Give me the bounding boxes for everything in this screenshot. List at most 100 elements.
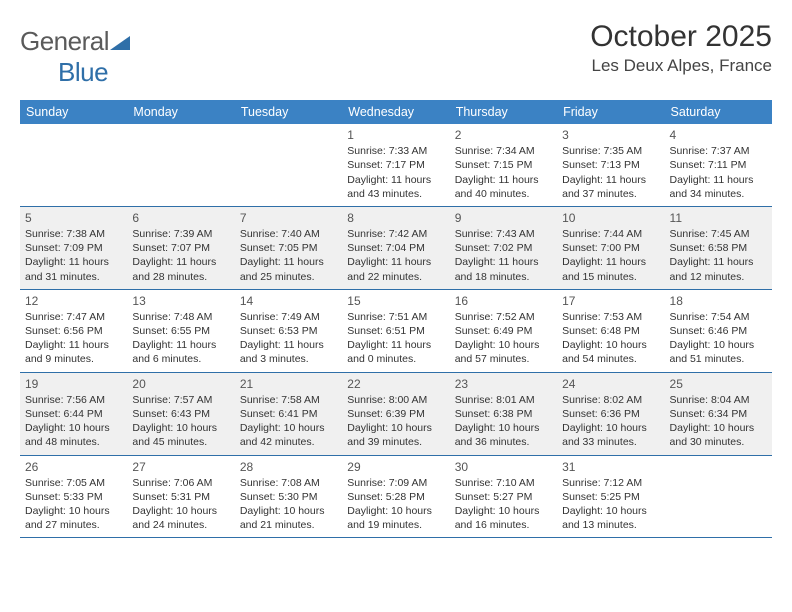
sunrise-line: Sunrise: 7:37 AM <box>670 144 767 158</box>
calendar-day-cell: 12Sunrise: 7:47 AMSunset: 6:56 PMDayligh… <box>20 289 127 372</box>
calendar-day-cell: 26Sunrise: 7:05 AMSunset: 5:33 PMDayligh… <box>20 455 127 538</box>
brand-logo: GeneralBlue <box>20 20 130 88</box>
daylight-line: Daylight: 10 hours and 21 minutes. <box>240 504 337 532</box>
calendar-day-cell: 11Sunrise: 7:45 AMSunset: 6:58 PMDayligh… <box>665 206 772 289</box>
sunrise-line: Sunrise: 7:35 AM <box>562 144 659 158</box>
calendar-day-cell: 10Sunrise: 7:44 AMSunset: 7:00 PMDayligh… <box>557 206 664 289</box>
sunset-line: Sunset: 6:44 PM <box>25 407 122 421</box>
calendar-day-cell: 15Sunrise: 7:51 AMSunset: 6:51 PMDayligh… <box>342 289 449 372</box>
calendar-empty-cell <box>665 455 772 538</box>
daylight-line: Daylight: 11 hours and 3 minutes. <box>240 338 337 366</box>
daylight-line: Daylight: 11 hours and 37 minutes. <box>562 173 659 201</box>
calendar-day-cell: 23Sunrise: 8:01 AMSunset: 6:38 PMDayligh… <box>450 372 557 455</box>
day-number: 1 <box>347 127 444 143</box>
sunset-line: Sunset: 7:09 PM <box>25 241 122 255</box>
day-header: Wednesday <box>342 100 449 124</box>
daylight-line: Daylight: 10 hours and 16 minutes. <box>455 504 552 532</box>
calendar-day-cell: 2Sunrise: 7:34 AMSunset: 7:15 PMDaylight… <box>450 124 557 206</box>
sunrise-line: Sunrise: 7:10 AM <box>455 476 552 490</box>
sunset-line: Sunset: 6:55 PM <box>132 324 229 338</box>
calendar-day-cell: 4Sunrise: 7:37 AMSunset: 7:11 PMDaylight… <box>665 124 772 206</box>
daylight-line: Daylight: 11 hours and 43 minutes. <box>347 173 444 201</box>
page-header: GeneralBlue October 2025 Les Deux Alpes,… <box>20 20 772 88</box>
day-number: 29 <box>347 459 444 475</box>
day-number: 15 <box>347 293 444 309</box>
sunset-line: Sunset: 5:27 PM <box>455 490 552 504</box>
daylight-line: Daylight: 10 hours and 33 minutes. <box>562 421 659 449</box>
calendar-week-row: 26Sunrise: 7:05 AMSunset: 5:33 PMDayligh… <box>20 455 772 538</box>
calendar-day-cell: 21Sunrise: 7:58 AMSunset: 6:41 PMDayligh… <box>235 372 342 455</box>
sunrise-line: Sunrise: 7:38 AM <box>25 227 122 241</box>
sunset-line: Sunset: 7:04 PM <box>347 241 444 255</box>
day-number: 7 <box>240 210 337 226</box>
calendar-day-cell: 5Sunrise: 7:38 AMSunset: 7:09 PMDaylight… <box>20 206 127 289</box>
calendar-day-cell: 24Sunrise: 8:02 AMSunset: 6:36 PMDayligh… <box>557 372 664 455</box>
daylight-line: Daylight: 11 hours and 0 minutes. <box>347 338 444 366</box>
day-number: 25 <box>670 376 767 392</box>
calendar-day-cell: 8Sunrise: 7:42 AMSunset: 7:04 PMDaylight… <box>342 206 449 289</box>
calendar-day-cell: 29Sunrise: 7:09 AMSunset: 5:28 PMDayligh… <box>342 455 449 538</box>
daylight-line: Daylight: 10 hours and 45 minutes. <box>132 421 229 449</box>
sunrise-line: Sunrise: 7:09 AM <box>347 476 444 490</box>
day-number: 18 <box>670 293 767 309</box>
day-number: 28 <box>240 459 337 475</box>
day-number: 23 <box>455 376 552 392</box>
daylight-line: Daylight: 11 hours and 15 minutes. <box>562 255 659 283</box>
day-number: 8 <box>347 210 444 226</box>
day-number: 6 <box>132 210 229 226</box>
day-number: 30 <box>455 459 552 475</box>
sunset-line: Sunset: 6:49 PM <box>455 324 552 338</box>
calendar-week-row: 19Sunrise: 7:56 AMSunset: 6:44 PMDayligh… <box>20 372 772 455</box>
logo-text-dark: General <box>20 26 109 56</box>
sunrise-line: Sunrise: 7:33 AM <box>347 144 444 158</box>
sunset-line: Sunset: 7:17 PM <box>347 158 444 172</box>
sunset-line: Sunset: 7:11 PM <box>670 158 767 172</box>
sunrise-line: Sunrise: 7:48 AM <box>132 310 229 324</box>
day-number: 11 <box>670 210 767 226</box>
calendar-day-cell: 1Sunrise: 7:33 AMSunset: 7:17 PMDaylight… <box>342 124 449 206</box>
daylight-line: Daylight: 10 hours and 42 minutes. <box>240 421 337 449</box>
sunset-line: Sunset: 7:00 PM <box>562 241 659 255</box>
sunrise-line: Sunrise: 7:57 AM <box>132 393 229 407</box>
calendar-day-cell: 28Sunrise: 7:08 AMSunset: 5:30 PMDayligh… <box>235 455 342 538</box>
calendar-day-cell: 31Sunrise: 7:12 AMSunset: 5:25 PMDayligh… <box>557 455 664 538</box>
calendar-empty-cell <box>235 124 342 206</box>
day-header: Friday <box>557 100 664 124</box>
sunset-line: Sunset: 5:33 PM <box>25 490 122 504</box>
day-header: Monday <box>127 100 234 124</box>
daylight-line: Daylight: 10 hours and 30 minutes. <box>670 421 767 449</box>
sunrise-line: Sunrise: 7:51 AM <box>347 310 444 324</box>
day-number: 17 <box>562 293 659 309</box>
sunrise-line: Sunrise: 7:58 AM <box>240 393 337 407</box>
sunrise-line: Sunrise: 7:43 AM <box>455 227 552 241</box>
sunset-line: Sunset: 6:48 PM <box>562 324 659 338</box>
daylight-line: Daylight: 10 hours and 57 minutes. <box>455 338 552 366</box>
daylight-line: Daylight: 10 hours and 39 minutes. <box>347 421 444 449</box>
sunset-line: Sunset: 5:31 PM <box>132 490 229 504</box>
sunset-line: Sunset: 7:07 PM <box>132 241 229 255</box>
day-number: 26 <box>25 459 122 475</box>
sunset-line: Sunset: 5:25 PM <box>562 490 659 504</box>
calendar-day-cell: 18Sunrise: 7:54 AMSunset: 6:46 PMDayligh… <box>665 289 772 372</box>
calendar-day-cell: 7Sunrise: 7:40 AMSunset: 7:05 PMDaylight… <box>235 206 342 289</box>
daylight-line: Daylight: 10 hours and 36 minutes. <box>455 421 552 449</box>
daylight-line: Daylight: 10 hours and 24 minutes. <box>132 504 229 532</box>
daylight-line: Daylight: 11 hours and 40 minutes. <box>455 173 552 201</box>
calendar-day-cell: 6Sunrise: 7:39 AMSunset: 7:07 PMDaylight… <box>127 206 234 289</box>
day-number: 31 <box>562 459 659 475</box>
day-header: Sunday <box>20 100 127 124</box>
sunset-line: Sunset: 6:56 PM <box>25 324 122 338</box>
sunset-line: Sunset: 7:13 PM <box>562 158 659 172</box>
calendar-body: 1Sunrise: 7:33 AMSunset: 7:17 PMDaylight… <box>20 124 772 538</box>
calendar-day-cell: 17Sunrise: 7:53 AMSunset: 6:48 PMDayligh… <box>557 289 664 372</box>
day-number: 24 <box>562 376 659 392</box>
calendar-week-row: 1Sunrise: 7:33 AMSunset: 7:17 PMDaylight… <box>20 124 772 206</box>
logo-text-blue: Blue <box>58 57 108 87</box>
sunrise-line: Sunrise: 7:06 AM <box>132 476 229 490</box>
daylight-line: Daylight: 10 hours and 19 minutes. <box>347 504 444 532</box>
sunset-line: Sunset: 6:39 PM <box>347 407 444 421</box>
daylight-line: Daylight: 11 hours and 9 minutes. <box>25 338 122 366</box>
sunrise-line: Sunrise: 8:02 AM <box>562 393 659 407</box>
daylight-line: Daylight: 11 hours and 12 minutes. <box>670 255 767 283</box>
sunrise-line: Sunrise: 7:12 AM <box>562 476 659 490</box>
